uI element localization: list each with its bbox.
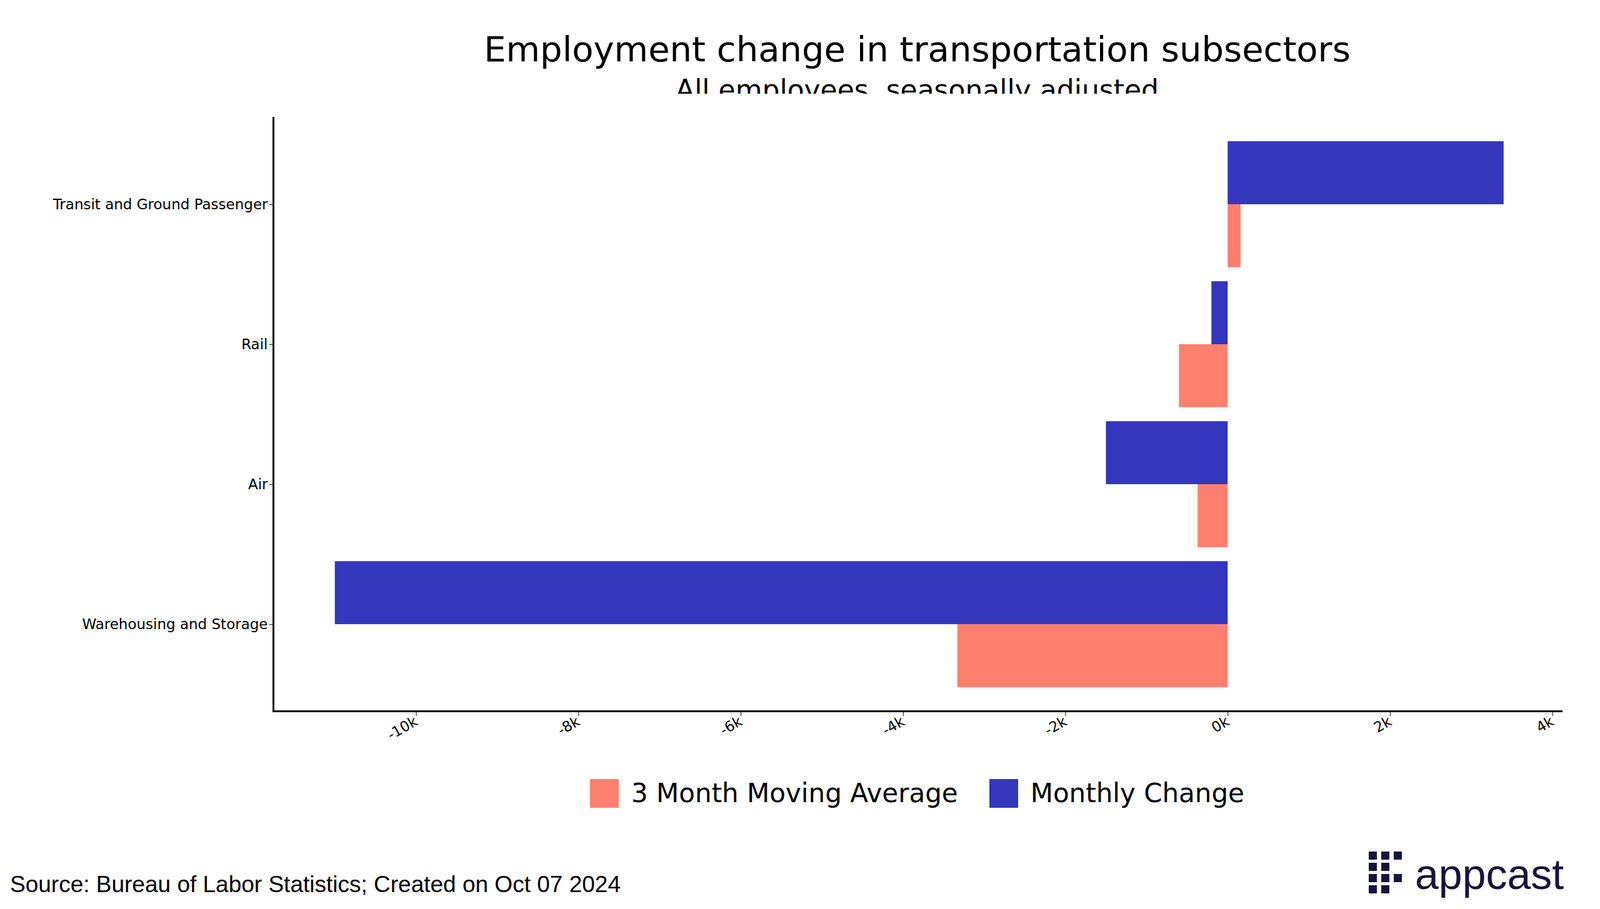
svg-text:-8k: -8k — [555, 713, 584, 739]
svg-text:-2k: -2k — [1041, 713, 1070, 739]
html-text:All employees, seasonally adju: All employees, seasonally adjusted — [675, 73, 1159, 106]
html-text:appcast: appcast — [1415, 850, 1564, 899]
svg-text:-10k: -10k — [384, 713, 421, 744]
svg-text:Rail: Rail — [241, 336, 268, 353]
svg-text:0k: 0k — [1208, 713, 1233, 737]
html-text:Source: Bureau of Labor Statis: Source: Bureau of Labor Statistics; Crea… — [10, 871, 621, 898]
html-text:Monthly Change: Monthly Change — [1030, 778, 1245, 809]
svg-text:-4k: -4k — [879, 713, 908, 739]
svg-text:4k: 4k — [1533, 713, 1557, 737]
svg-text:Air: Air — [248, 476, 269, 493]
svg-text:-6k: -6k — [716, 713, 745, 739]
html-text:Employment change in transport: Employment change in transportation subs… — [483, 28, 1351, 70]
svg-text:Transit and Ground Passenger: Transit and Ground Passenger — [52, 196, 269, 213]
svg-text:Warehousing and Storage: Warehousing and Storage — [81, 616, 268, 633]
html-text:3 Month Moving Average: 3 Month Moving Average — [631, 778, 958, 809]
svg-text:2k: 2k — [1370, 713, 1395, 737]
